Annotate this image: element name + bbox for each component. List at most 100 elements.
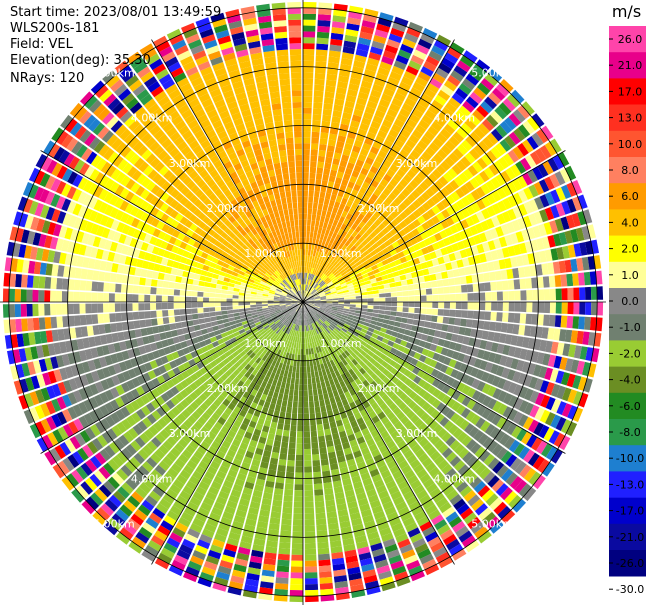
gate	[369, 215, 378, 223]
gate	[165, 399, 175, 410]
gate	[387, 76, 400, 87]
gate	[593, 332, 602, 347]
gate	[311, 309, 317, 314]
gate	[124, 359, 133, 370]
gate	[84, 221, 94, 233]
gate	[199, 275, 207, 282]
gate	[158, 444, 170, 455]
gate	[570, 330, 578, 344]
gate	[371, 242, 379, 250]
gate	[251, 361, 258, 369]
gate	[335, 449, 345, 458]
gate	[214, 421, 223, 431]
gate	[465, 96, 479, 109]
gate	[490, 110, 503, 124]
gate	[511, 425, 523, 439]
gate	[271, 415, 279, 423]
gate	[403, 267, 411, 274]
gate	[318, 149, 326, 157]
gate	[156, 375, 166, 385]
gate	[299, 366, 303, 373]
gate	[299, 337, 302, 344]
gate	[390, 560, 405, 570]
gate	[358, 228, 366, 236]
gate	[381, 55, 394, 66]
gate	[439, 364, 449, 374]
gate	[328, 265, 335, 272]
gate	[26, 275, 34, 288]
gate	[135, 386, 145, 397]
gate	[391, 144, 402, 154]
gate	[185, 444, 196, 455]
gate	[550, 341, 559, 354]
gate	[307, 318, 311, 325]
gate	[482, 350, 491, 361]
gate	[128, 329, 137, 339]
gate	[490, 342, 499, 353]
gate	[372, 253, 380, 261]
gate	[414, 160, 424, 170]
gate	[330, 38, 343, 46]
gate	[330, 194, 337, 201]
gate	[81, 361, 91, 373]
gate	[341, 359, 348, 366]
gate	[312, 460, 321, 467]
gate	[305, 348, 309, 355]
gate	[522, 139, 534, 153]
gate	[417, 98, 430, 109]
gate	[257, 325, 264, 331]
gate	[182, 250, 190, 258]
gate	[204, 450, 215, 460]
gate	[318, 339, 323, 346]
gate	[349, 306, 356, 310]
gate	[304, 307, 306, 314]
gate	[319, 259, 325, 266]
gate	[469, 148, 481, 160]
gate	[312, 282, 317, 288]
gate	[456, 143, 468, 156]
gate	[320, 215, 326, 223]
gate	[312, 114, 322, 121]
gate	[304, 307, 307, 314]
gate	[256, 521, 268, 529]
gate	[252, 314, 259, 319]
gate	[354, 103, 366, 112]
gate	[367, 170, 376, 180]
gate	[361, 427, 370, 436]
gate	[516, 428, 528, 442]
gate	[233, 312, 240, 317]
gate	[288, 335, 293, 342]
gate	[460, 196, 471, 207]
gate	[402, 302, 409, 307]
gate	[326, 186, 333, 194]
gate	[513, 443, 525, 456]
gate	[117, 486, 130, 499]
gate	[400, 43, 414, 54]
gate	[324, 288, 330, 293]
gate	[431, 121, 443, 132]
gate	[408, 307, 415, 313]
gate	[132, 424, 143, 436]
gate	[303, 237, 306, 244]
gate	[257, 335, 264, 342]
gate	[21, 318, 28, 332]
gate	[157, 417, 168, 428]
gate	[338, 461, 348, 469]
gate	[558, 435, 571, 451]
gate	[376, 280, 384, 286]
gate	[127, 321, 135, 330]
gate	[239, 423, 248, 431]
gate	[406, 169, 417, 179]
gate	[303, 49, 315, 56]
gate	[299, 313, 302, 320]
gate	[360, 269, 368, 276]
gate	[232, 309, 240, 313]
gate	[244, 431, 253, 440]
gate	[334, 491, 345, 500]
gate	[104, 239, 113, 251]
gate	[32, 303, 39, 317]
gate	[378, 372, 387, 381]
gate	[561, 302, 568, 314]
gate	[215, 264, 223, 271]
gate	[21, 229, 30, 244]
